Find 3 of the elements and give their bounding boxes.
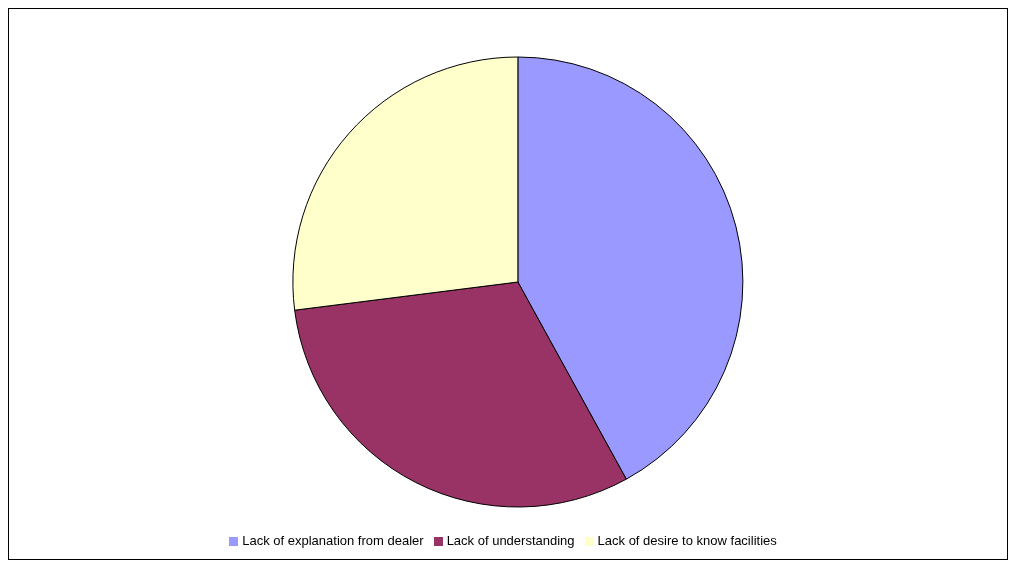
legend-label: Lack of understanding: [446, 533, 575, 548]
legend-label: Lack of desire to know facilities: [597, 533, 777, 548]
legend-label: Lack of explanation from dealer: [242, 533, 424, 548]
